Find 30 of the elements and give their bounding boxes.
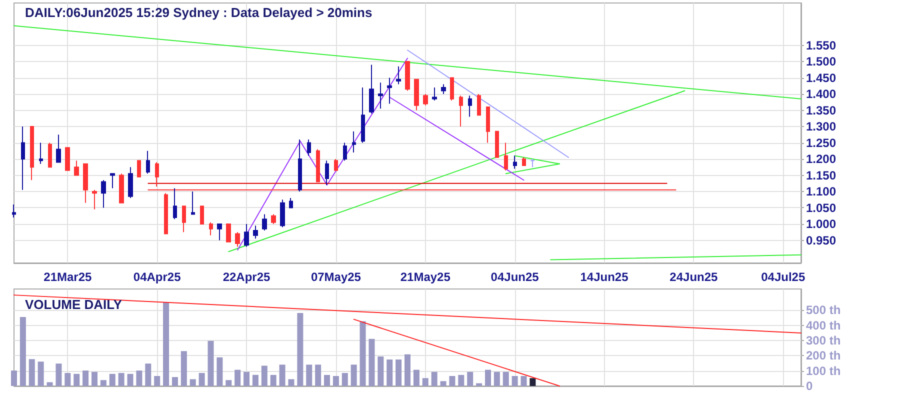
y-tick-label: 1.450: [806, 70, 836, 85]
chart-title: DAILY:06Jun2025 15:29 Sydney : Data Delayed > 20mins: [25, 5, 372, 20]
x-tick-label: 24Jun25: [670, 270, 718, 284]
x-tick-label: 07May25: [310, 270, 362, 284]
y-tick-label: 500 th: [806, 303, 841, 318]
y-tick-label: 1.300: [806, 120, 836, 134]
y-tick-label: 1.500: [806, 54, 836, 68]
y-tick-label: 200 th: [806, 348, 841, 363]
y-tick-label: 100 th: [806, 364, 841, 378]
x-tick-label: 04Apr25: [133, 270, 182, 284]
x-tick-label: 21May25: [400, 270, 451, 284]
y-tick-label: 0: [806, 379, 813, 393]
y-tick-label: 1.550: [806, 38, 836, 52]
y-tick-label: 0.950: [806, 233, 836, 248]
y-tick-label: 1.150: [806, 168, 836, 182]
x-tick-label: 21Mar25: [44, 270, 92, 284]
y-tick-label: 1.100: [806, 184, 836, 198]
y-tick-label: 400 th: [806, 318, 841, 332]
y-tick-label: 300 th: [806, 334, 841, 348]
y-tick-label: 1.400: [806, 87, 836, 101]
y-tick-label: 1.250: [806, 136, 836, 150]
y-tick-label: 1.050: [806, 200, 836, 215]
y-tick-label: 1.350: [806, 103, 836, 118]
y-tick-label: 1.000: [806, 217, 836, 231]
x-tick-label: 04Jul25: [761, 270, 806, 284]
text: VOLUME DAILY: [25, 297, 122, 312]
x-tick-label: 22Apr25: [222, 270, 271, 284]
x-tick-label: 14Jun25: [580, 270, 629, 284]
x-tick-label: 04Jun25: [490, 270, 540, 284]
y-tick-label: 1.200: [806, 152, 836, 166]
